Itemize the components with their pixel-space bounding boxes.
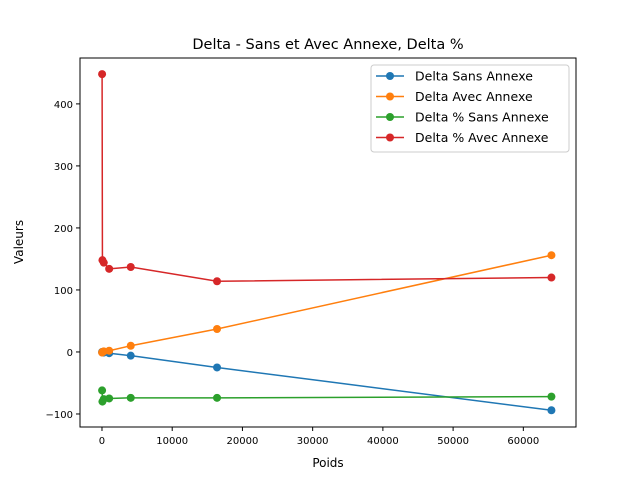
legend-marker bbox=[386, 133, 394, 142]
legend-marker bbox=[386, 92, 394, 101]
x-tick-label: 20000 bbox=[227, 436, 259, 447]
data-point bbox=[98, 386, 107, 395]
data-point bbox=[126, 341, 135, 350]
data-point bbox=[126, 393, 135, 402]
legend-label: Delta % Avec Annexe bbox=[415, 130, 549, 145]
x-tick-label: 60000 bbox=[507, 436, 539, 447]
y-tick-label: 100 bbox=[54, 286, 73, 297]
data-point bbox=[105, 394, 114, 403]
data-point bbox=[547, 273, 556, 282]
chart-title: Delta - Sans et Avec Annexe, Delta % bbox=[192, 37, 463, 53]
data-point bbox=[547, 251, 556, 260]
data-point bbox=[213, 393, 222, 402]
data-point bbox=[126, 262, 135, 271]
x-tick-label: 50000 bbox=[437, 436, 469, 447]
data-point bbox=[105, 346, 114, 355]
legend-marker bbox=[386, 113, 394, 121]
legend: Delta Sans Annexe Delta Avec Annexe Delta … bbox=[370, 64, 570, 153]
data-point bbox=[547, 406, 556, 415]
data-point bbox=[99, 258, 108, 267]
data-point bbox=[213, 325, 222, 334]
legend-marker bbox=[386, 72, 394, 80]
legend-box bbox=[370, 64, 570, 153]
y-tick-label: 400 bbox=[54, 100, 73, 111]
legend-label: Delta % Sans Annexe bbox=[415, 110, 549, 125]
x-tick-label: 10000 bbox=[156, 436, 188, 447]
y-tick-label: 300 bbox=[54, 162, 73, 173]
data-point bbox=[98, 70, 107, 79]
data-point bbox=[126, 351, 135, 360]
data-point bbox=[213, 277, 222, 286]
series-line bbox=[102, 351, 552, 411]
axes-frame bbox=[79, 57, 577, 428]
y-tick-label: 200 bbox=[54, 224, 73, 235]
x-axis-label: Poids bbox=[312, 456, 343, 470]
y-axis-label: Valeurs bbox=[12, 220, 26, 264]
data-point bbox=[547, 392, 556, 401]
y-tick-label: 0 bbox=[67, 348, 73, 359]
x-tick-label: 40000 bbox=[367, 436, 399, 447]
y-tick-label: −100 bbox=[46, 410, 73, 421]
legend-label: Delta Avec Annexe bbox=[415, 89, 533, 104]
data-point bbox=[213, 363, 222, 372]
x-tick-label: 0 bbox=[99, 436, 105, 447]
legend-label: Delta Sans Annexe bbox=[415, 69, 533, 84]
data-point bbox=[105, 264, 114, 273]
series-line bbox=[101, 390, 552, 405]
series-line bbox=[101, 254, 552, 353]
x-tick-label: 30000 bbox=[297, 436, 329, 447]
